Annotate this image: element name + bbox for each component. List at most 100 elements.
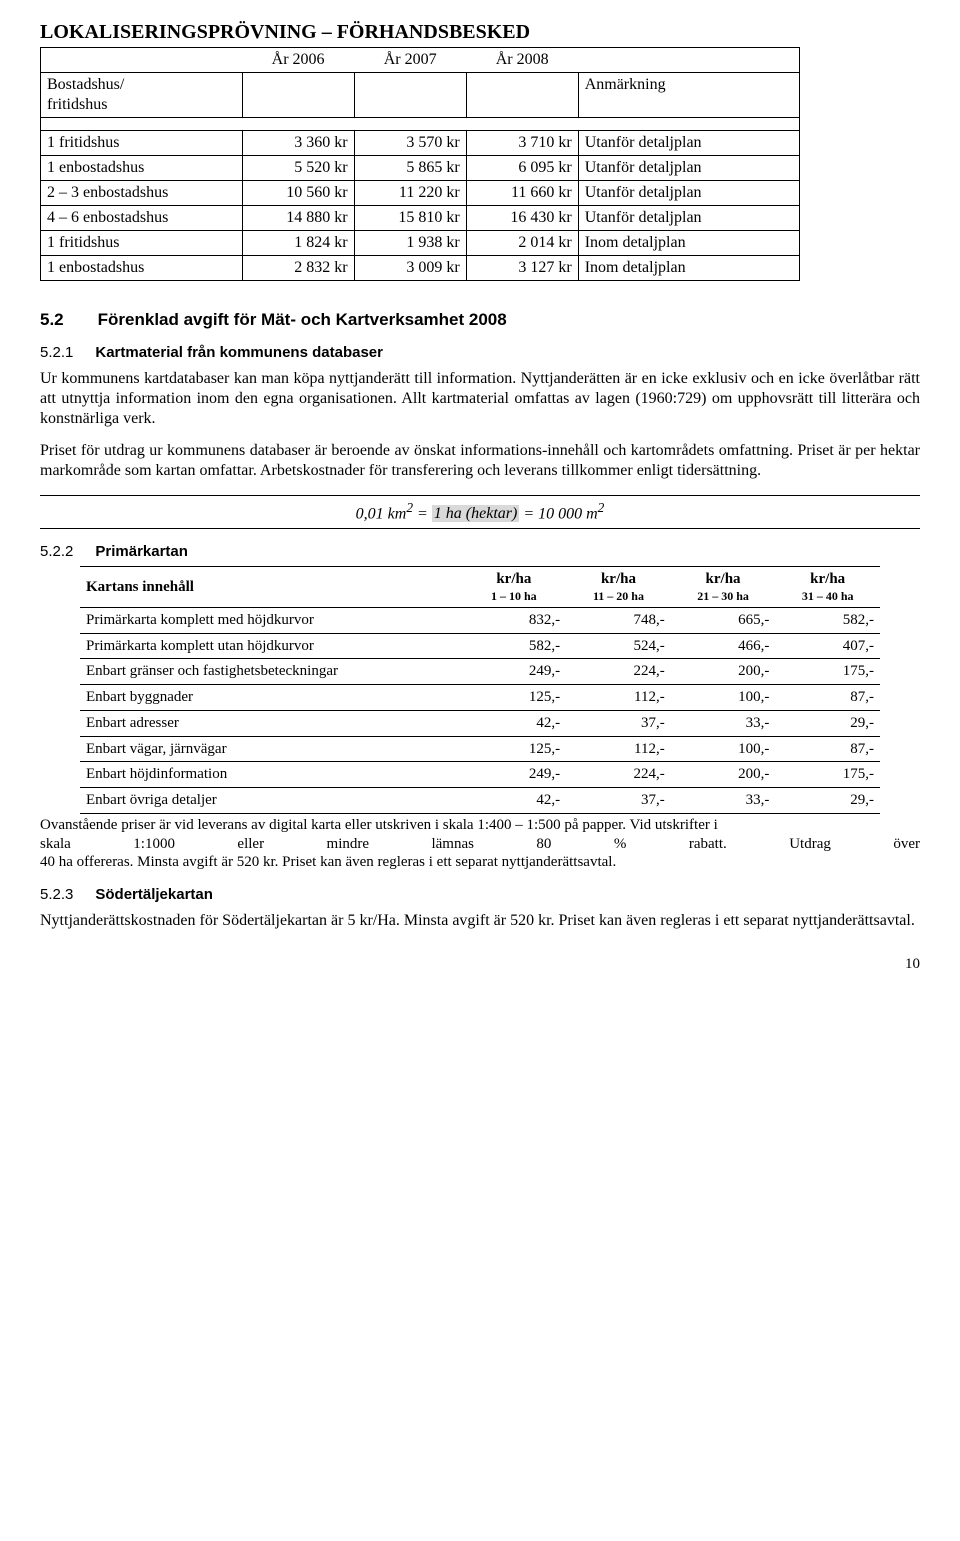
- cell-value: 1 824 kr: [242, 231, 354, 256]
- row-label: 2 – 3 enbostadshus: [41, 181, 243, 206]
- cell-value: 15 810 kr: [354, 206, 466, 231]
- table-row: Enbart adresser42,-37,-33,-29,-: [80, 710, 880, 736]
- cell-value: 582,-: [775, 607, 880, 633]
- row-label: 1 fritidshus: [41, 131, 243, 156]
- cell-value: 33,-: [671, 710, 776, 736]
- cell-value: 29,-: [775, 788, 880, 814]
- cell-value: 87,-: [775, 736, 880, 762]
- cell-value: 524,-: [566, 633, 671, 659]
- col-year: År 2008: [466, 48, 578, 73]
- cell-value: 100,-: [671, 685, 776, 711]
- row-label: 1 fritidshus: [41, 231, 243, 256]
- header-left: Bostadshus/ fritidshus: [41, 73, 243, 118]
- cell-value: 37,-: [566, 710, 671, 736]
- subsection-title: Kartmaterial från kommunens databaser: [95, 344, 383, 363]
- col-range: 31 – 40 ha: [781, 589, 874, 604]
- cell-value: 3 570 kr: [354, 131, 466, 156]
- table-forhandsbesked: År 2006 År 2007 År 2008 Bostadshus/ frit…: [40, 47, 800, 281]
- formula-text: 10 000 m: [538, 505, 598, 522]
- cell-annotation: Inom detaljplan: [578, 256, 799, 281]
- col-range: 1 – 10 ha: [468, 589, 561, 604]
- paragraph: Ur kommunens kartdatabaser kan man köpa …: [40, 369, 920, 429]
- cell-annotation: Utanför detaljplan: [578, 131, 799, 156]
- table-note: skala 1:1000 eller mindre lämnas 80 % ra…: [40, 835, 920, 854]
- row-label: Enbart byggnader: [80, 685, 462, 711]
- formula-highlight: 1 ha (hektar): [432, 505, 520, 522]
- cell-value: 87,-: [775, 685, 880, 711]
- cell-value: 224,-: [566, 659, 671, 685]
- table-row: Enbart gränser och fastighetsbeteckninga…: [80, 659, 880, 685]
- col-range: 21 – 30 ha: [677, 589, 770, 604]
- paragraph: Priset för utdrag ur kommunens databaser…: [40, 441, 920, 481]
- cell-value: 748,-: [566, 607, 671, 633]
- table-primarkartan: Kartans innehåll kr/ha1 – 10 ha kr/ha11 …: [80, 566, 880, 814]
- cell-value: 42,-: [462, 710, 567, 736]
- page-title: LOKALISERINGSPRÖVNING – FÖRHANDSBESKED: [40, 20, 920, 45]
- table-row: Primärkarta komplett med höjdkurvor832,-…: [80, 607, 880, 633]
- cell-value: 224,-: [566, 762, 671, 788]
- cell-value: 29,-: [775, 710, 880, 736]
- cell-value: 175,-: [775, 762, 880, 788]
- cell-annotation: Utanför detaljplan: [578, 156, 799, 181]
- section-title: Förenklad avgift för Mät- och Kartverksa…: [98, 309, 507, 330]
- cell-value: 10 560 kr: [242, 181, 354, 206]
- cell-value: 249,-: [462, 659, 567, 685]
- table-row: 2 – 3 enbostadshus10 560 kr11 220 kr11 6…: [41, 181, 800, 206]
- table-note: 40 ha offereras. Minsta avgift är 520 kr…: [40, 853, 920, 872]
- cell-value: 33,-: [671, 788, 776, 814]
- cell-value: 200,-: [671, 762, 776, 788]
- cell-value: 11 660 kr: [466, 181, 578, 206]
- cell-value: 200,-: [671, 659, 776, 685]
- table-row: Enbart vägar, järnvägar125,-112,-100,-87…: [80, 736, 880, 762]
- subsection-number: 5.2.3: [40, 886, 73, 905]
- row-label: 1 enbostadshus: [41, 256, 243, 281]
- cell-annotation: Inom detaljplan: [578, 231, 799, 256]
- cell-value: 11 220 kr: [354, 181, 466, 206]
- cell-value: 3 360 kr: [242, 131, 354, 156]
- cell-value: 14 880 kr: [242, 206, 354, 231]
- row-label: Enbart höjdinformation: [80, 762, 462, 788]
- cell-value: 125,-: [462, 685, 567, 711]
- table-row: 1 fritidshus1 824 kr1 938 kr2 014 krInom…: [41, 231, 800, 256]
- cell-annotation: Utanför detaljplan: [578, 206, 799, 231]
- col-year: År 2007: [354, 48, 466, 73]
- cell-value: 2 014 kr: [466, 231, 578, 256]
- cell-value: 5 865 kr: [354, 156, 466, 181]
- cell-value: 249,-: [462, 762, 567, 788]
- row-label: Primärkarta komplett med höjdkurvor: [80, 607, 462, 633]
- formula-text: 0,01 km: [356, 505, 407, 522]
- cell-value: 3 009 kr: [354, 256, 466, 281]
- cell-value: 582,-: [462, 633, 567, 659]
- table-row: Primärkarta komplett utan höjdkurvor582,…: [80, 633, 880, 659]
- cell-annotation: Utanför detaljplan: [578, 181, 799, 206]
- row-label: Enbart gränser och fastighetsbeteckninga…: [80, 659, 462, 685]
- row-label: Enbart vägar, järnvägar: [80, 736, 462, 762]
- formula-box: 0,01 km2 = 1 ha (hektar) = 10 000 m2: [40, 495, 920, 529]
- cell-value: 6 095 kr: [466, 156, 578, 181]
- cell-value: 125,-: [462, 736, 567, 762]
- table-row: 1 enbostadshus2 832 kr3 009 kr3 127 krIn…: [41, 256, 800, 281]
- table-row: 4 – 6 enbostadshus14 880 kr15 810 kr16 4…: [41, 206, 800, 231]
- table-row: Enbart byggnader125,-112,-100,-87,-: [80, 685, 880, 711]
- cell-value: 37,-: [566, 788, 671, 814]
- cell-value: 112,-: [566, 685, 671, 711]
- cell-value: 100,-: [671, 736, 776, 762]
- table-row: Enbart höjdinformation249,-224,-200,-175…: [80, 762, 880, 788]
- cell-value: 832,-: [462, 607, 567, 633]
- row-label: Enbart adresser: [80, 710, 462, 736]
- cell-value: 5 520 kr: [242, 156, 354, 181]
- col-unit: kr/ha: [601, 571, 636, 587]
- subsection-number: 5.2.1: [40, 344, 73, 363]
- subsection-title: Södertäljekartan: [95, 886, 213, 905]
- cell-value: 407,-: [775, 633, 880, 659]
- cell-value: 3 127 kr: [466, 256, 578, 281]
- row-label: Enbart övriga detaljer: [80, 788, 462, 814]
- col-range: 11 – 20 ha: [572, 589, 665, 604]
- cell-value: 16 430 kr: [466, 206, 578, 231]
- col-year: År 2006: [242, 48, 354, 73]
- cell-value: 112,-: [566, 736, 671, 762]
- table-row: 1 fritidshus3 360 kr3 570 kr3 710 krUtan…: [41, 131, 800, 156]
- cell-value: 3 710 kr: [466, 131, 578, 156]
- table-note: Ovanstående priser är vid leverans av di…: [40, 816, 920, 835]
- header-right: Anmärkning: [578, 73, 799, 118]
